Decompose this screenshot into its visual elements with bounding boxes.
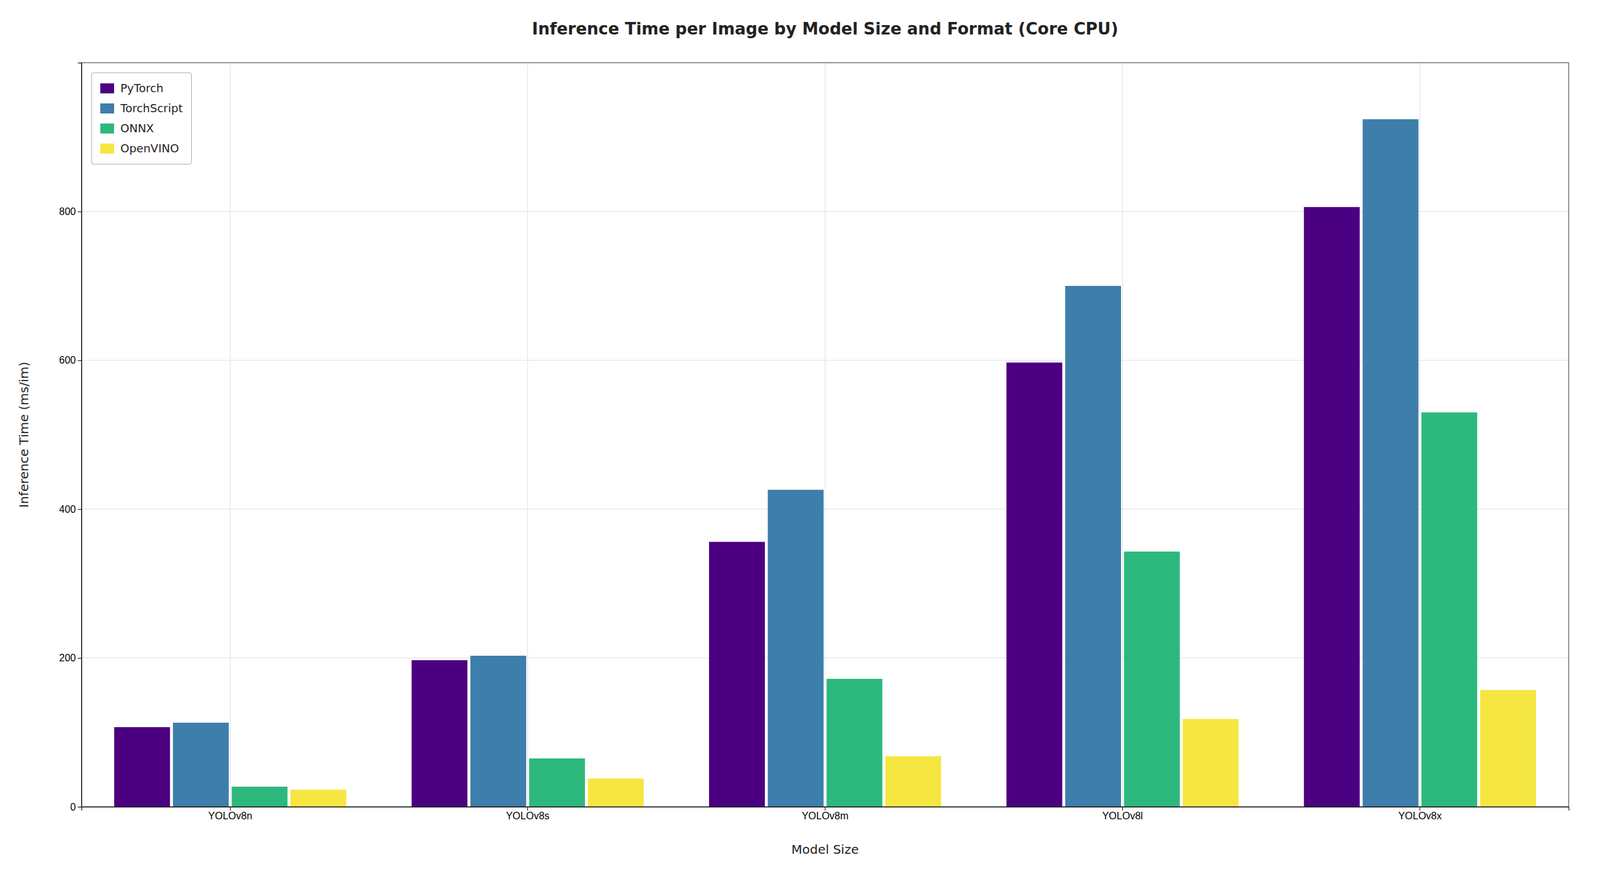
y-tick-label: 800 — [58, 206, 76, 217]
x-tick-mark — [230, 806, 231, 811]
x-tick-mark — [825, 806, 826, 811]
y-tick-label: 600 — [58, 354, 76, 366]
bar — [1304, 206, 1360, 807]
bar — [1480, 690, 1537, 807]
bar — [470, 655, 527, 807]
x-tick-label: YOLOv8n — [208, 810, 253, 822]
legend-item: ONNX — [100, 121, 154, 135]
bar — [709, 541, 765, 807]
grid-line-x — [825, 62, 826, 807]
chart-container: 0200400600800YOLOv8nYOLOv8sYOLOv8mYOLOv8… — [0, 0, 1600, 882]
bar — [1362, 119, 1419, 807]
bar-series — [114, 206, 1360, 807]
grid — [81, 62, 1569, 807]
legend-label: ONNX — [120, 121, 154, 135]
legend-label: PyTorch — [120, 81, 164, 95]
x-axis-line — [82, 807, 1570, 812]
y-tick-label: 0 — [70, 801, 76, 813]
legend: PyTorch TorchScript ONNX OpenVINO — [91, 72, 192, 165]
legend-item: TorchScript — [100, 101, 183, 115]
y-tick-mark — [77, 658, 82, 659]
y-axis: 0 200 400 600 800 — [58, 63, 82, 813]
bar-series — [290, 690, 1537, 807]
legend-item: PyTorch — [100, 81, 164, 95]
grid-line-x — [1122, 62, 1123, 807]
y-tick-label: 400 — [58, 504, 76, 515]
y-tick-mark — [77, 211, 82, 212]
bar — [588, 778, 644, 807]
x-tick-label: YOLOv8x — [1398, 810, 1442, 822]
y-tick-mark — [77, 360, 82, 362]
grid-line-x — [1419, 62, 1421, 807]
y-axis-title: Inference Time (ms/im) — [16, 361, 32, 508]
legend-swatch — [100, 143, 115, 154]
bar — [114, 727, 170, 807]
x-tick: YOLOv8m — [801, 806, 849, 822]
x-tick-label: YOLOv8m — [801, 810, 849, 822]
y-tick-mark — [77, 509, 82, 510]
x-axis: YOLOv8n YOLOv8s YOLOv8m YOLOv8l YOLOv8x — [82, 806, 1570, 822]
x-tick: YOLOv8x — [1398, 806, 1442, 822]
y-tick: 200 — [58, 652, 82, 664]
y-tick-mark — [77, 806, 82, 808]
bar — [411, 660, 468, 807]
bar — [290, 789, 347, 807]
plot-area: 0200400600800YOLOv8nYOLOv8sYOLOv8mYOLOv8… — [58, 62, 1569, 822]
chart-svg: 0200400600800YOLOv8nYOLOv8sYOLOv8mYOLOv8… — [0, 0, 1600, 882]
bar — [1124, 551, 1180, 807]
y-tick: 600 — [58, 354, 82, 366]
legend-label: OpenVINO — [120, 141, 179, 155]
x-tick-label: YOLOv8l — [1102, 810, 1143, 822]
legend-label: TorchScript — [119, 101, 183, 115]
bar — [1065, 285, 1122, 807]
y-axis-line — [77, 63, 83, 808]
legend-item: OpenVINO — [100, 141, 179, 155]
x-tick: YOLOv8s — [505, 806, 550, 822]
bar — [1182, 719, 1239, 807]
x-tick-mark — [1419, 806, 1421, 811]
plot-frame — [81, 62, 1569, 807]
x-axis-title: Model Size — [791, 842, 859, 858]
legend-swatch — [100, 103, 115, 114]
grid-line-x — [230, 62, 231, 807]
x-tick: YOLOv8l — [1102, 806, 1143, 822]
bar — [768, 489, 824, 807]
bar — [826, 678, 883, 807]
bar — [529, 758, 585, 807]
legend-box — [91, 72, 192, 165]
y-tick: 0 — [70, 801, 82, 813]
y-tick-label: 200 — [58, 652, 76, 664]
bar — [1006, 362, 1063, 807]
bar — [231, 786, 288, 807]
bars — [114, 119, 1537, 807]
x-tick-mark — [527, 806, 528, 811]
legend-swatch — [100, 83, 115, 94]
bar-series — [231, 412, 1478, 807]
bar — [173, 722, 229, 807]
y-tick: 400 — [58, 504, 82, 515]
bar — [1421, 412, 1478, 807]
grid-line-x — [527, 62, 528, 807]
chart-title: Inference Time per Image by Model Size a… — [531, 19, 1118, 39]
y-tick: 800 — [58, 206, 82, 217]
x-tick-label: YOLOv8s — [505, 810, 550, 822]
bar — [885, 756, 942, 807]
legend-swatch — [100, 123, 115, 134]
x-tick-mark — [1122, 806, 1123, 811]
bar-series — [173, 119, 1419, 807]
x-tick: YOLOv8n — [208, 806, 253, 822]
